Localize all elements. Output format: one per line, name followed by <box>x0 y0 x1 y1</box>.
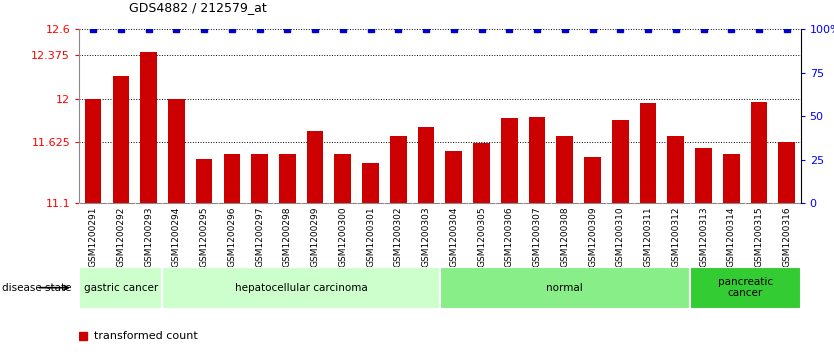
Text: GSM1200308: GSM1200308 <box>560 207 570 267</box>
Text: pancreatic
cancer: pancreatic cancer <box>717 277 773 298</box>
Bar <box>612 120 629 203</box>
Bar <box>445 151 462 203</box>
Bar <box>556 136 573 203</box>
Text: GSM1200313: GSM1200313 <box>699 207 708 267</box>
Text: GSM1200303: GSM1200303 <box>421 207 430 267</box>
Text: GSM1200306: GSM1200306 <box>505 207 514 267</box>
Bar <box>79 267 163 309</box>
Text: GDS4882 / 212579_at: GDS4882 / 212579_at <box>129 1 267 15</box>
Bar <box>751 102 767 203</box>
Text: GSM1200300: GSM1200300 <box>339 207 347 267</box>
Text: gastric cancer: gastric cancer <box>83 283 158 293</box>
Bar <box>667 136 684 203</box>
Text: GSM1200302: GSM1200302 <box>394 207 403 267</box>
Bar <box>85 99 102 203</box>
Bar <box>696 147 712 203</box>
Text: GSM1200292: GSM1200292 <box>117 207 125 267</box>
Bar <box>584 157 600 203</box>
Text: GSM1200312: GSM1200312 <box>671 207 681 267</box>
Text: GSM1200309: GSM1200309 <box>588 207 597 267</box>
Text: disease state: disease state <box>2 283 71 293</box>
Bar <box>690 267 801 309</box>
Bar <box>163 267 440 309</box>
Text: GSM1200291: GSM1200291 <box>88 207 98 267</box>
Text: GSM1200304: GSM1200304 <box>450 207 459 267</box>
Text: GSM1200295: GSM1200295 <box>199 207 208 267</box>
Bar <box>640 103 656 203</box>
Text: hepatocellular carcinoma: hepatocellular carcinoma <box>235 283 368 293</box>
Text: GSM1200293: GSM1200293 <box>144 207 153 267</box>
Bar <box>501 118 518 203</box>
Text: GSM1200297: GSM1200297 <box>255 207 264 267</box>
Text: GSM1200315: GSM1200315 <box>755 207 763 267</box>
Bar <box>113 76 129 203</box>
Text: GSM1200301: GSM1200301 <box>366 207 375 267</box>
Bar <box>418 127 435 203</box>
Text: GSM1200311: GSM1200311 <box>644 207 652 267</box>
Bar <box>440 267 690 309</box>
Text: GSM1200314: GSM1200314 <box>726 207 736 267</box>
Bar <box>473 143 490 203</box>
Bar <box>168 99 184 203</box>
Bar <box>196 159 213 203</box>
Bar <box>723 155 740 203</box>
Text: GSM1200299: GSM1200299 <box>310 207 319 267</box>
Text: transformed count: transformed count <box>93 331 198 341</box>
Text: GSM1200296: GSM1200296 <box>228 207 236 267</box>
Bar <box>778 142 795 203</box>
Text: GSM1200298: GSM1200298 <box>283 207 292 267</box>
Text: GSM1200294: GSM1200294 <box>172 207 181 267</box>
Bar <box>362 163 379 203</box>
Text: GSM1200307: GSM1200307 <box>533 207 541 267</box>
Bar <box>334 155 351 203</box>
Text: GSM1200305: GSM1200305 <box>477 207 486 267</box>
Bar <box>251 155 268 203</box>
Bar <box>224 155 240 203</box>
Bar <box>307 131 324 203</box>
Bar <box>279 155 295 203</box>
Text: GSM1200310: GSM1200310 <box>615 207 625 267</box>
Text: GSM1200316: GSM1200316 <box>782 207 791 267</box>
Bar <box>390 136 407 203</box>
Bar <box>140 52 157 203</box>
Bar <box>529 117 545 203</box>
Text: normal: normal <box>546 283 583 293</box>
